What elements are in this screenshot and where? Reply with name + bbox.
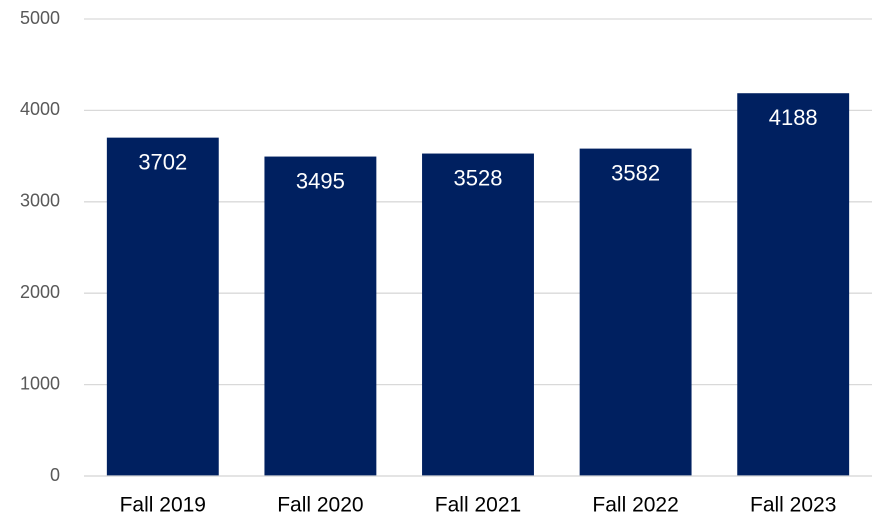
y-tick-label: 5000 xyxy=(20,8,60,28)
data-label: 3495 xyxy=(296,168,345,193)
y-tick-label: 2000 xyxy=(20,282,60,302)
y-tick-label: 4000 xyxy=(20,99,60,119)
x-tick-label: Fall 2021 xyxy=(435,494,521,517)
bar xyxy=(422,153,534,476)
bar xyxy=(106,137,219,476)
bar xyxy=(579,148,692,476)
y-tick-label: 1000 xyxy=(20,373,60,393)
bar xyxy=(264,156,377,476)
data-label: 4188 xyxy=(769,105,818,130)
x-tick-label: Fall 2022 xyxy=(592,494,678,517)
data-label: 3582 xyxy=(611,160,660,185)
y-tick-label: 3000 xyxy=(20,191,60,211)
bar xyxy=(737,93,850,476)
x-tick-label: Fall 2023 xyxy=(750,494,836,517)
x-tick-label: Fall 2020 xyxy=(277,494,363,517)
x-tick-label: Fall 2019 xyxy=(120,494,206,517)
y-tick-label: 0 xyxy=(50,465,60,485)
data-label: 3702 xyxy=(138,149,187,174)
data-label: 3528 xyxy=(454,165,503,190)
